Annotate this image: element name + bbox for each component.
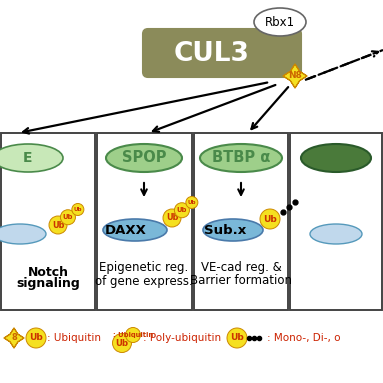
Circle shape bbox=[174, 203, 190, 218]
Text: Epigenetic reg.: Epigenetic reg. bbox=[99, 262, 188, 275]
Text: VE-cad reg. &: VE-cad reg. & bbox=[201, 262, 282, 275]
Text: Ub: Ub bbox=[115, 339, 129, 347]
Text: Ub: Ub bbox=[177, 207, 187, 213]
Text: Rbx1: Rbx1 bbox=[265, 15, 295, 28]
FancyBboxPatch shape bbox=[97, 133, 192, 310]
Circle shape bbox=[163, 209, 181, 227]
Text: Ub: Ub bbox=[166, 213, 178, 223]
FancyBboxPatch shape bbox=[143, 29, 301, 77]
Text: signaling: signaling bbox=[16, 278, 80, 290]
Text: DAXX: DAXX bbox=[105, 224, 147, 236]
Circle shape bbox=[72, 203, 84, 216]
Text: CUL3: CUL3 bbox=[174, 41, 250, 67]
Text: Sub.x: Sub.x bbox=[204, 224, 246, 236]
Text: of gene express.: of gene express. bbox=[95, 275, 193, 288]
Text: Ub: Ub bbox=[52, 221, 64, 229]
FancyBboxPatch shape bbox=[1, 133, 95, 310]
Text: E: E bbox=[23, 151, 33, 165]
Polygon shape bbox=[283, 64, 307, 88]
Text: Barrier formation: Barrier formation bbox=[190, 275, 292, 288]
Text: : Ubiquitin: : Ubiquitin bbox=[47, 333, 101, 343]
Text: Ub: Ub bbox=[63, 214, 73, 220]
Circle shape bbox=[113, 334, 131, 352]
Text: Ub: Ub bbox=[74, 207, 82, 212]
Text: Ub: Ub bbox=[263, 214, 277, 224]
Text: Ub: Ub bbox=[29, 334, 43, 342]
Ellipse shape bbox=[301, 144, 371, 172]
Ellipse shape bbox=[0, 224, 46, 244]
Text: Ub: Ub bbox=[188, 200, 196, 205]
Text: Notch: Notch bbox=[28, 265, 69, 278]
Text: : Ubiquitin: : Ubiquitin bbox=[113, 332, 153, 338]
Text: BTBP α: BTBP α bbox=[212, 151, 270, 165]
Circle shape bbox=[260, 209, 280, 229]
Circle shape bbox=[227, 328, 247, 348]
Ellipse shape bbox=[0, 144, 63, 172]
Text: SPOP: SPOP bbox=[122, 151, 166, 165]
Ellipse shape bbox=[200, 144, 282, 172]
Ellipse shape bbox=[203, 219, 263, 241]
Text: 8: 8 bbox=[11, 334, 17, 342]
Text: : Poly-ubiquitin: : Poly-ubiquitin bbox=[143, 333, 221, 343]
Text: N8: N8 bbox=[288, 72, 302, 80]
FancyBboxPatch shape bbox=[194, 133, 288, 310]
Ellipse shape bbox=[310, 224, 362, 244]
Ellipse shape bbox=[254, 8, 306, 36]
Text: Ub: Ub bbox=[230, 334, 244, 342]
FancyBboxPatch shape bbox=[290, 133, 382, 310]
Circle shape bbox=[186, 196, 198, 208]
Polygon shape bbox=[4, 328, 24, 348]
Circle shape bbox=[126, 327, 141, 342]
Circle shape bbox=[49, 216, 67, 234]
Ellipse shape bbox=[106, 144, 182, 172]
Circle shape bbox=[61, 210, 75, 225]
Text: : Mono-, Di-, o: : Mono-, Di-, o bbox=[267, 333, 340, 343]
Circle shape bbox=[26, 328, 46, 348]
Ellipse shape bbox=[103, 219, 167, 241]
